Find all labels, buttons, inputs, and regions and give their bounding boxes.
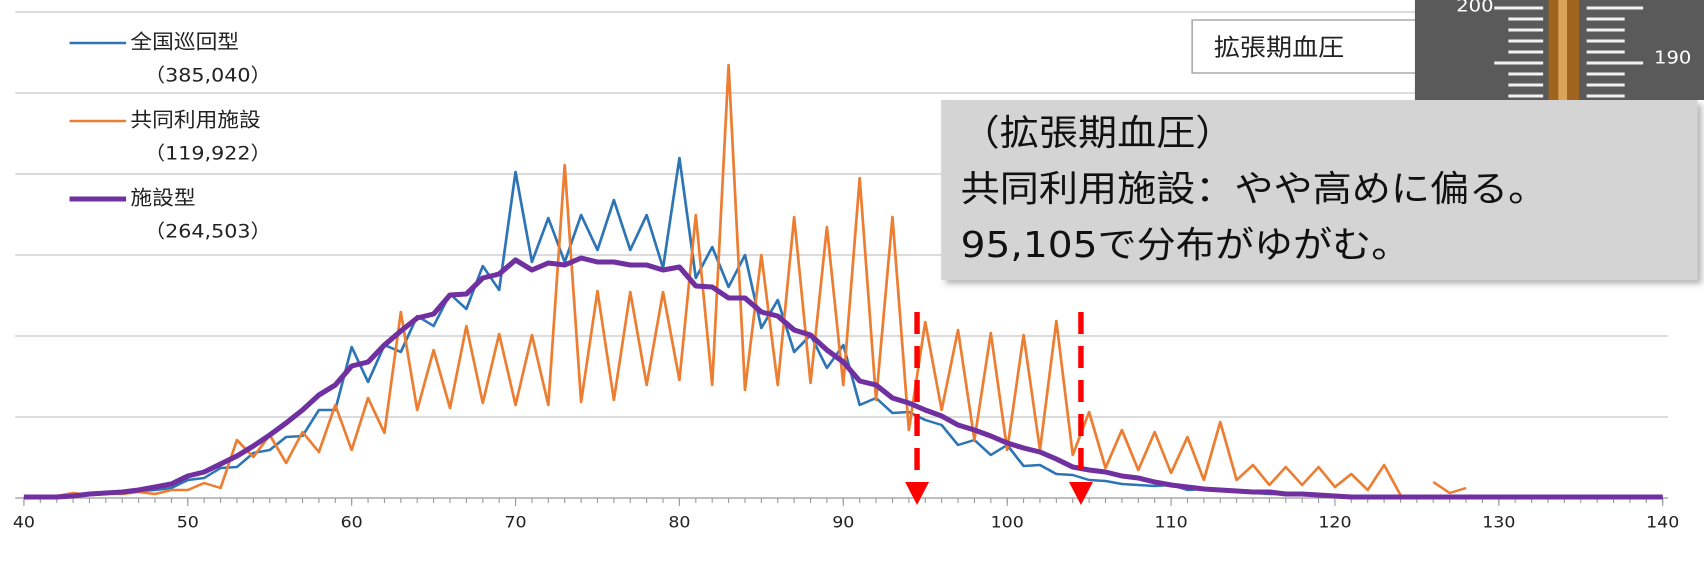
series-line [23,63,1467,499]
x-tick-label: 140 [1646,512,1679,531]
x-tick-label: 130 [1482,512,1515,531]
callout-text: 共同利用施設：やや高めに偏る。 [961,168,1548,210]
legend-note: （264,503） [145,220,272,242]
x-tick-label: 100 [991,512,1024,531]
legend-label: 共同利用施設 [130,109,260,132]
legend-label: 全国巡回型 [130,31,239,54]
callout-box [941,100,1698,280]
legend-note: （119,922） [145,142,272,164]
x-tick-label: 60 [341,512,363,531]
series-line [23,255,1663,500]
x-tick-label: 110 [1154,512,1187,531]
gauge-label: 190 [1654,48,1691,68]
marker-arrow [1068,482,1093,505]
x-tick-label: 120 [1318,512,1351,531]
label-box [1191,19,1443,74]
label-box-text: 拡張期血圧 [1214,34,1344,62]
x-tick-label: 50 [177,512,199,531]
gauge-tube-inner [1558,0,1568,100]
callout-text: 95,105で分布がゆがむ。 [961,224,1411,266]
legend-note: （385,040） [145,64,272,86]
legend-label: 施設型 [130,187,195,210]
x-tick-label: 70 [504,512,526,531]
x-tick-label: 40 [13,512,35,531]
callout-text: （拡張期血圧） [961,112,1235,154]
x-tick-label: 90 [832,512,854,531]
x-tick-label: 80 [668,512,690,531]
marker-arrow [905,482,930,505]
gauge-label: 200 [1456,0,1493,16]
